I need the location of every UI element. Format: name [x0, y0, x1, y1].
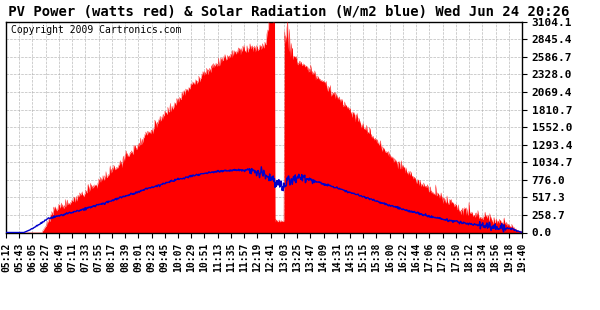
Text: Copyright 2009 Cartronics.com: Copyright 2009 Cartronics.com	[11, 25, 182, 35]
Title: Total PV Power (watts red) & Solar Radiation (W/m2 blue) Wed Jun 24 20:26: Total PV Power (watts red) & Solar Radia…	[0, 5, 569, 19]
